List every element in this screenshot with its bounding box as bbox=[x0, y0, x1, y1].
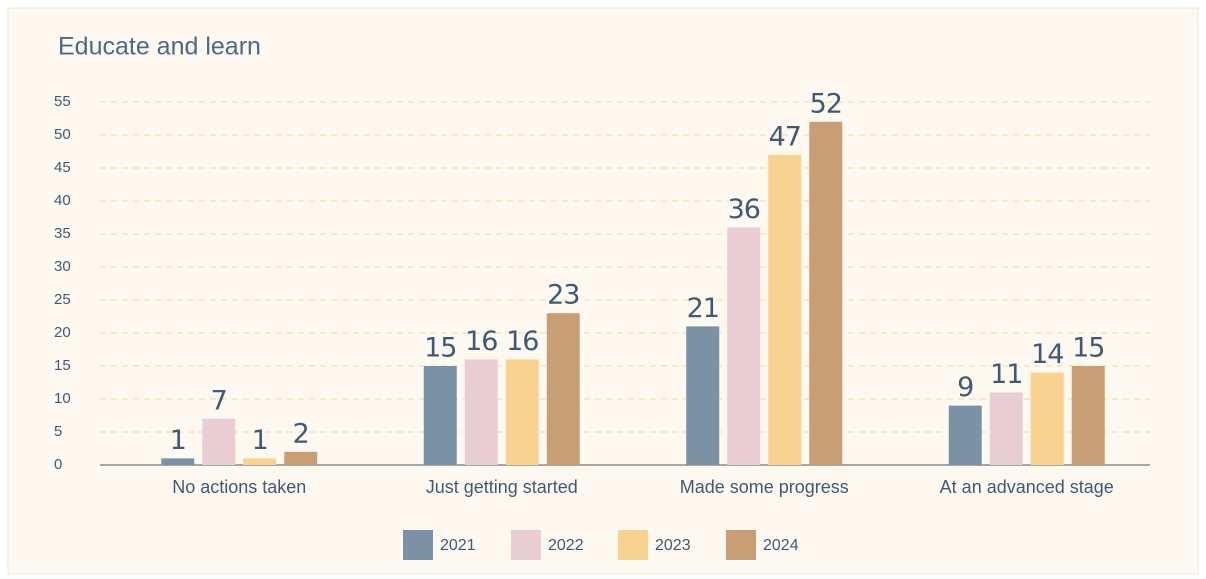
legend-label: 2024 bbox=[763, 537, 799, 554]
x-tick-label: Just getting started bbox=[426, 477, 578, 497]
bar bbox=[464, 359, 498, 465]
chart-background bbox=[7, 7, 1199, 575]
y-tick-label: 25 bbox=[54, 291, 71, 308]
value-label: 23 bbox=[547, 280, 579, 311]
bar bbox=[202, 418, 236, 465]
bar bbox=[1030, 372, 1064, 465]
bar bbox=[727, 227, 761, 465]
x-tick-label: At an advanced stage bbox=[940, 477, 1114, 497]
y-tick-label: 55 bbox=[54, 93, 71, 110]
legend-swatch bbox=[403, 530, 433, 560]
bar bbox=[243, 458, 277, 465]
value-label: 2 bbox=[293, 418, 309, 449]
y-tick-label: 5 bbox=[54, 423, 62, 440]
y-tick-label: 15 bbox=[54, 357, 71, 374]
value-label: 52 bbox=[810, 88, 842, 119]
legend-swatch bbox=[726, 530, 756, 560]
y-tick-label: 45 bbox=[54, 159, 71, 176]
legend-label: 2021 bbox=[440, 537, 476, 554]
y-tick-label: 30 bbox=[54, 258, 71, 275]
y-tick-label: 50 bbox=[54, 126, 71, 143]
bar bbox=[161, 458, 195, 465]
bar bbox=[948, 405, 982, 465]
bar bbox=[546, 313, 580, 465]
y-tick-label: 35 bbox=[54, 225, 71, 242]
x-tick-label: Made some progress bbox=[680, 477, 849, 497]
value-label: 1 bbox=[170, 425, 186, 456]
value-label: 15 bbox=[424, 333, 456, 364]
value-label: 14 bbox=[1031, 339, 1063, 370]
chart-title: Educate and learn bbox=[58, 33, 261, 61]
legend-swatch bbox=[618, 530, 648, 560]
value-label: 21 bbox=[687, 293, 719, 324]
bar bbox=[809, 121, 843, 466]
legend-swatch bbox=[511, 530, 541, 560]
bar bbox=[505, 359, 539, 465]
legend-label: 2023 bbox=[655, 537, 691, 554]
y-tick-label: 10 bbox=[54, 390, 71, 407]
legend-label: 2022 bbox=[548, 537, 584, 554]
x-tick-label: No actions taken bbox=[172, 477, 306, 497]
bar bbox=[423, 366, 457, 465]
y-tick-label: 20 bbox=[54, 324, 71, 341]
bar bbox=[284, 451, 318, 465]
bar bbox=[686, 326, 720, 465]
bar bbox=[989, 392, 1023, 465]
bar bbox=[768, 154, 802, 466]
value-label: 47 bbox=[769, 121, 801, 152]
value-label: 36 bbox=[728, 194, 760, 225]
value-label: 1 bbox=[252, 425, 268, 456]
y-tick-label: 40 bbox=[54, 192, 71, 209]
value-label: 9 bbox=[957, 372, 973, 403]
value-label: 15 bbox=[1072, 333, 1104, 364]
value-label: 7 bbox=[211, 385, 227, 416]
value-label: 16 bbox=[465, 326, 497, 357]
value-label: 11 bbox=[990, 359, 1022, 390]
y-tick-label: 0 bbox=[54, 456, 62, 473]
bar bbox=[1071, 366, 1105, 465]
value-label: 16 bbox=[506, 326, 538, 357]
